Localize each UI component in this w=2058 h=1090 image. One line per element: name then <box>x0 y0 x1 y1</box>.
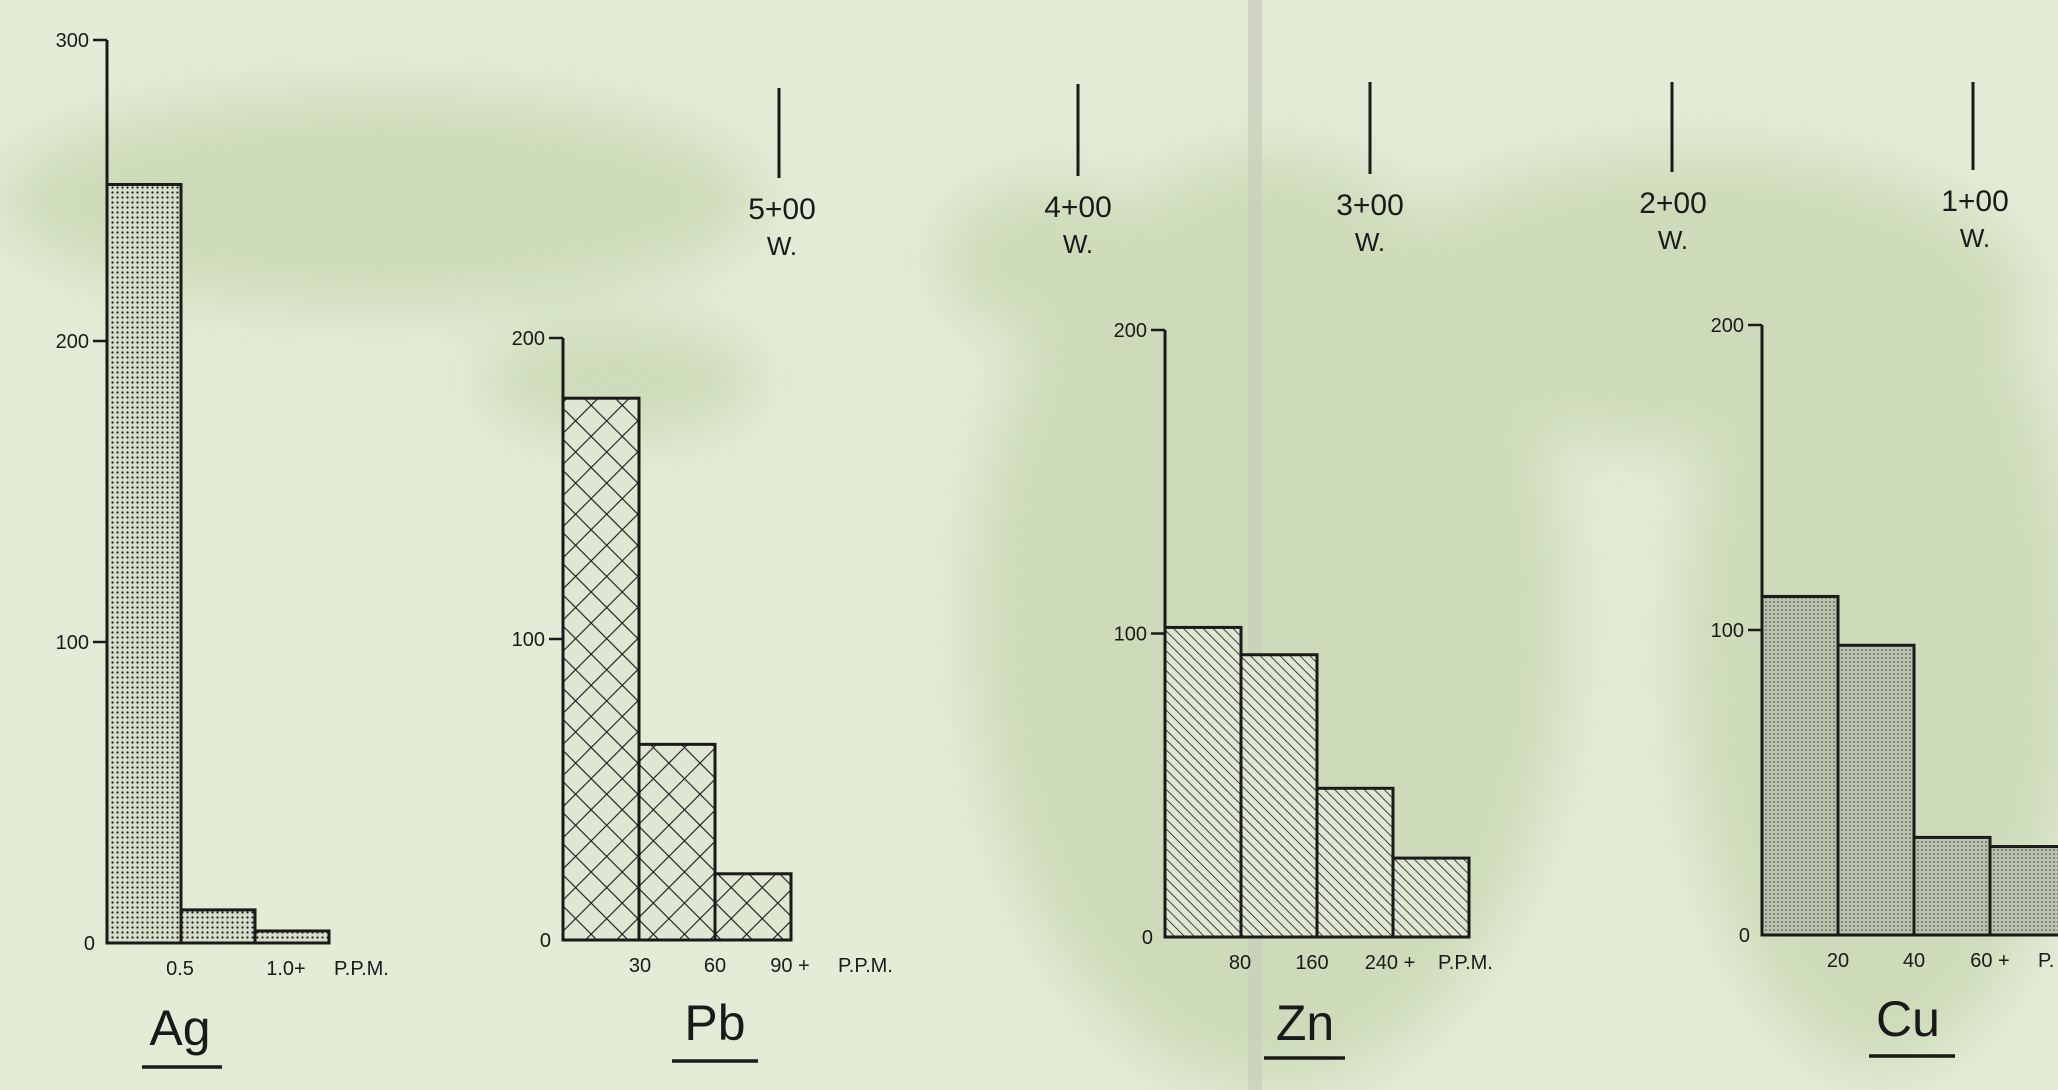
station-label: 1+00 <box>1941 185 2009 218</box>
bar <box>1391 856 1471 939</box>
station-sub-label: W. <box>1658 225 1688 255</box>
y-tick-label: 200 <box>1114 320 1147 342</box>
x-unit-label: P.P.M. <box>838 955 893 977</box>
station-sub-label: W. <box>1960 223 1990 253</box>
bar <box>179 908 257 945</box>
bar <box>1315 786 1395 939</box>
element-label: Pb <box>684 995 745 1051</box>
histogram-pb: 0 100 200 30 60 90 + P.P.M. Pb <box>512 328 893 1063</box>
station-markers: 5+00 W. 4+00 W. 3+00 W. 2+00 W. 1+00 W. <box>748 82 2009 261</box>
station-marker: 1+00 W. <box>1941 82 2009 253</box>
x-tick-label: 90 + <box>770 955 809 977</box>
y-tick-label: 0 <box>540 930 551 952</box>
x-tick-label: 60 <box>704 955 726 977</box>
bar <box>1760 594 1840 937</box>
station-sub-label: W. <box>767 231 797 261</box>
x-tick-label: 80 <box>1229 952 1251 974</box>
histogram-zn: 0 100 200 80 160 240 + P.P.M. Zn <box>1114 320 1493 1060</box>
station-marker: 4+00 W. <box>1044 84 1112 259</box>
y-tick-label: 100 <box>1114 624 1147 646</box>
x-tick-label: 0.5 <box>166 958 194 980</box>
bar <box>637 742 717 942</box>
bar <box>1836 643 1916 937</box>
station-sub-label: W. <box>1063 229 1093 259</box>
bar <box>1239 653 1319 939</box>
y-tick-label: 0 <box>84 933 95 955</box>
bar <box>105 182 183 945</box>
element-label: Ag <box>149 1000 210 1056</box>
x-tick-label: 40 <box>1903 950 1925 972</box>
y-tick-label: 0 <box>1142 927 1153 949</box>
histogram-ag: 0 100 200 300 0.5 1.0+ P.P.M. Ag <box>56 30 389 1069</box>
y-tick-label: 0 <box>1739 925 1750 947</box>
bar <box>253 929 331 945</box>
y-tick-label: 100 <box>512 629 545 651</box>
station-label: 2+00 <box>1639 187 1707 220</box>
x-tick-label: 20 <box>1827 950 1849 972</box>
station-sub-label: W. <box>1355 227 1385 257</box>
bar <box>1988 845 2058 937</box>
y-tick-label: 200 <box>1711 315 1744 337</box>
element-label: Cu <box>1876 991 1940 1047</box>
bar <box>713 872 793 942</box>
bar <box>561 396 641 942</box>
station-label: 5+00 <box>748 193 816 226</box>
bar <box>1163 625 1243 939</box>
x-tick-label: 1.0+ <box>266 958 305 980</box>
x-unit-label: P. <box>2038 950 2054 972</box>
x-unit-label: P.P.M. <box>334 958 389 980</box>
x-tick-label: 60 + <box>1970 950 2009 972</box>
y-tick-label: 300 <box>56 30 89 52</box>
x-tick-label: 160 <box>1295 952 1328 974</box>
x-tick-label: 240 + <box>1365 952 1416 974</box>
station-marker: 3+00 W. <box>1336 82 1404 257</box>
y-tick-label: 100 <box>56 632 89 654</box>
station-label: 4+00 <box>1044 191 1112 224</box>
x-tick-label: 30 <box>629 955 651 977</box>
station-marker: 2+00 W. <box>1639 82 1707 255</box>
bar <box>1912 835 1992 937</box>
y-tick-label: 100 <box>1711 620 1744 642</box>
x-unit-label: P.P.M. <box>1438 952 1493 974</box>
station-marker: 5+00 W. <box>748 88 816 261</box>
station-label: 3+00 <box>1336 189 1404 222</box>
y-tick-label: 200 <box>512 328 545 350</box>
histogram-cu: 0 100 200 20 40 60 + P. Cu <box>1711 315 2058 1058</box>
element-label: Zn <box>1276 995 1334 1051</box>
y-tick-label: 200 <box>56 331 89 353</box>
